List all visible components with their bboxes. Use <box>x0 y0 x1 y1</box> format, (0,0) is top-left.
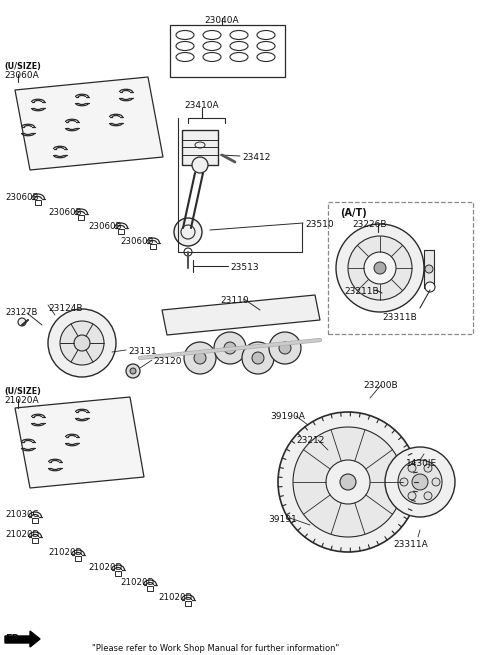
Circle shape <box>326 460 370 504</box>
Bar <box>115 571 121 576</box>
Circle shape <box>18 318 26 326</box>
Text: 23311B: 23311B <box>382 313 417 322</box>
Text: (U/SIZE): (U/SIZE) <box>4 387 41 396</box>
Circle shape <box>293 427 403 537</box>
Text: 21030C: 21030C <box>5 510 38 519</box>
Circle shape <box>181 225 195 239</box>
Circle shape <box>425 265 433 273</box>
Circle shape <box>400 478 408 486</box>
Bar <box>185 601 191 606</box>
Circle shape <box>424 492 432 500</box>
Text: 23131: 23131 <box>128 347 156 356</box>
Text: 23513: 23513 <box>230 263 259 272</box>
Text: 23060B: 23060B <box>48 208 82 217</box>
Text: 23200B: 23200B <box>363 381 397 390</box>
Bar <box>32 518 38 523</box>
Circle shape <box>374 262 386 274</box>
Circle shape <box>130 368 136 374</box>
Text: 23510: 23510 <box>305 220 334 229</box>
Bar <box>170 25 285 77</box>
Circle shape <box>174 218 202 246</box>
Polygon shape <box>162 295 320 335</box>
Circle shape <box>214 332 246 364</box>
Bar <box>35 200 41 205</box>
Bar <box>424 250 434 288</box>
Circle shape <box>184 248 192 256</box>
Text: FR.: FR. <box>5 634 23 644</box>
Text: 23412: 23412 <box>242 153 270 162</box>
Circle shape <box>252 352 264 364</box>
Text: 23110: 23110 <box>220 296 249 305</box>
Circle shape <box>192 157 208 173</box>
Text: 21020D: 21020D <box>120 578 154 587</box>
Circle shape <box>279 342 291 354</box>
Text: 23060B: 23060B <box>5 193 38 202</box>
Text: 23060B: 23060B <box>120 237 154 246</box>
Text: 23060B: 23060B <box>88 222 121 231</box>
Text: 1430JE: 1430JE <box>406 459 437 468</box>
Text: (U/SIZE): (U/SIZE) <box>4 62 41 71</box>
Polygon shape <box>15 77 163 170</box>
Circle shape <box>184 342 216 374</box>
Circle shape <box>425 282 435 292</box>
Text: 21020D: 21020D <box>5 530 39 539</box>
Text: 23120: 23120 <box>153 357 181 366</box>
Circle shape <box>224 342 236 354</box>
Circle shape <box>340 474 356 490</box>
Text: 23040A: 23040A <box>204 16 240 25</box>
Circle shape <box>194 352 206 364</box>
Bar <box>32 538 38 543</box>
Text: 39191: 39191 <box>268 515 297 524</box>
Text: 23410A: 23410A <box>185 101 219 110</box>
Bar <box>150 244 156 249</box>
Circle shape <box>242 342 274 374</box>
Circle shape <box>385 447 455 517</box>
Circle shape <box>364 252 396 284</box>
Bar <box>78 215 84 220</box>
Text: 23311A: 23311A <box>393 540 428 549</box>
Bar <box>75 556 81 561</box>
Circle shape <box>408 492 416 500</box>
Polygon shape <box>15 397 144 488</box>
Circle shape <box>48 309 116 377</box>
Circle shape <box>74 335 90 351</box>
Text: 23212: 23212 <box>296 436 324 445</box>
Text: 23124B: 23124B <box>48 304 83 313</box>
Circle shape <box>424 464 432 472</box>
Text: 21020D: 21020D <box>158 593 192 602</box>
Text: 39190A: 39190A <box>270 412 305 421</box>
Polygon shape <box>5 631 40 647</box>
Circle shape <box>432 478 440 486</box>
Text: 23226B: 23226B <box>352 220 386 229</box>
Text: 23211B: 23211B <box>344 287 379 296</box>
Circle shape <box>412 474 428 490</box>
Circle shape <box>269 332 301 364</box>
Text: 21020D: 21020D <box>88 563 122 572</box>
Bar <box>147 586 153 591</box>
Circle shape <box>60 321 104 365</box>
Circle shape <box>126 364 140 378</box>
Circle shape <box>278 412 418 552</box>
Bar <box>328 202 473 334</box>
Text: 23127B: 23127B <box>5 308 37 317</box>
Circle shape <box>398 460 442 504</box>
Text: "Please refer to Work Shop Manual for further information": "Please refer to Work Shop Manual for fu… <box>92 644 339 653</box>
Text: 21020A: 21020A <box>4 396 38 405</box>
Bar <box>118 229 124 234</box>
Bar <box>182 130 218 165</box>
Text: (A/T): (A/T) <box>340 208 367 218</box>
Text: 23060A: 23060A <box>4 71 39 80</box>
Text: 21020D: 21020D <box>48 548 82 557</box>
Circle shape <box>408 464 416 472</box>
Circle shape <box>348 236 412 300</box>
Circle shape <box>336 224 424 312</box>
